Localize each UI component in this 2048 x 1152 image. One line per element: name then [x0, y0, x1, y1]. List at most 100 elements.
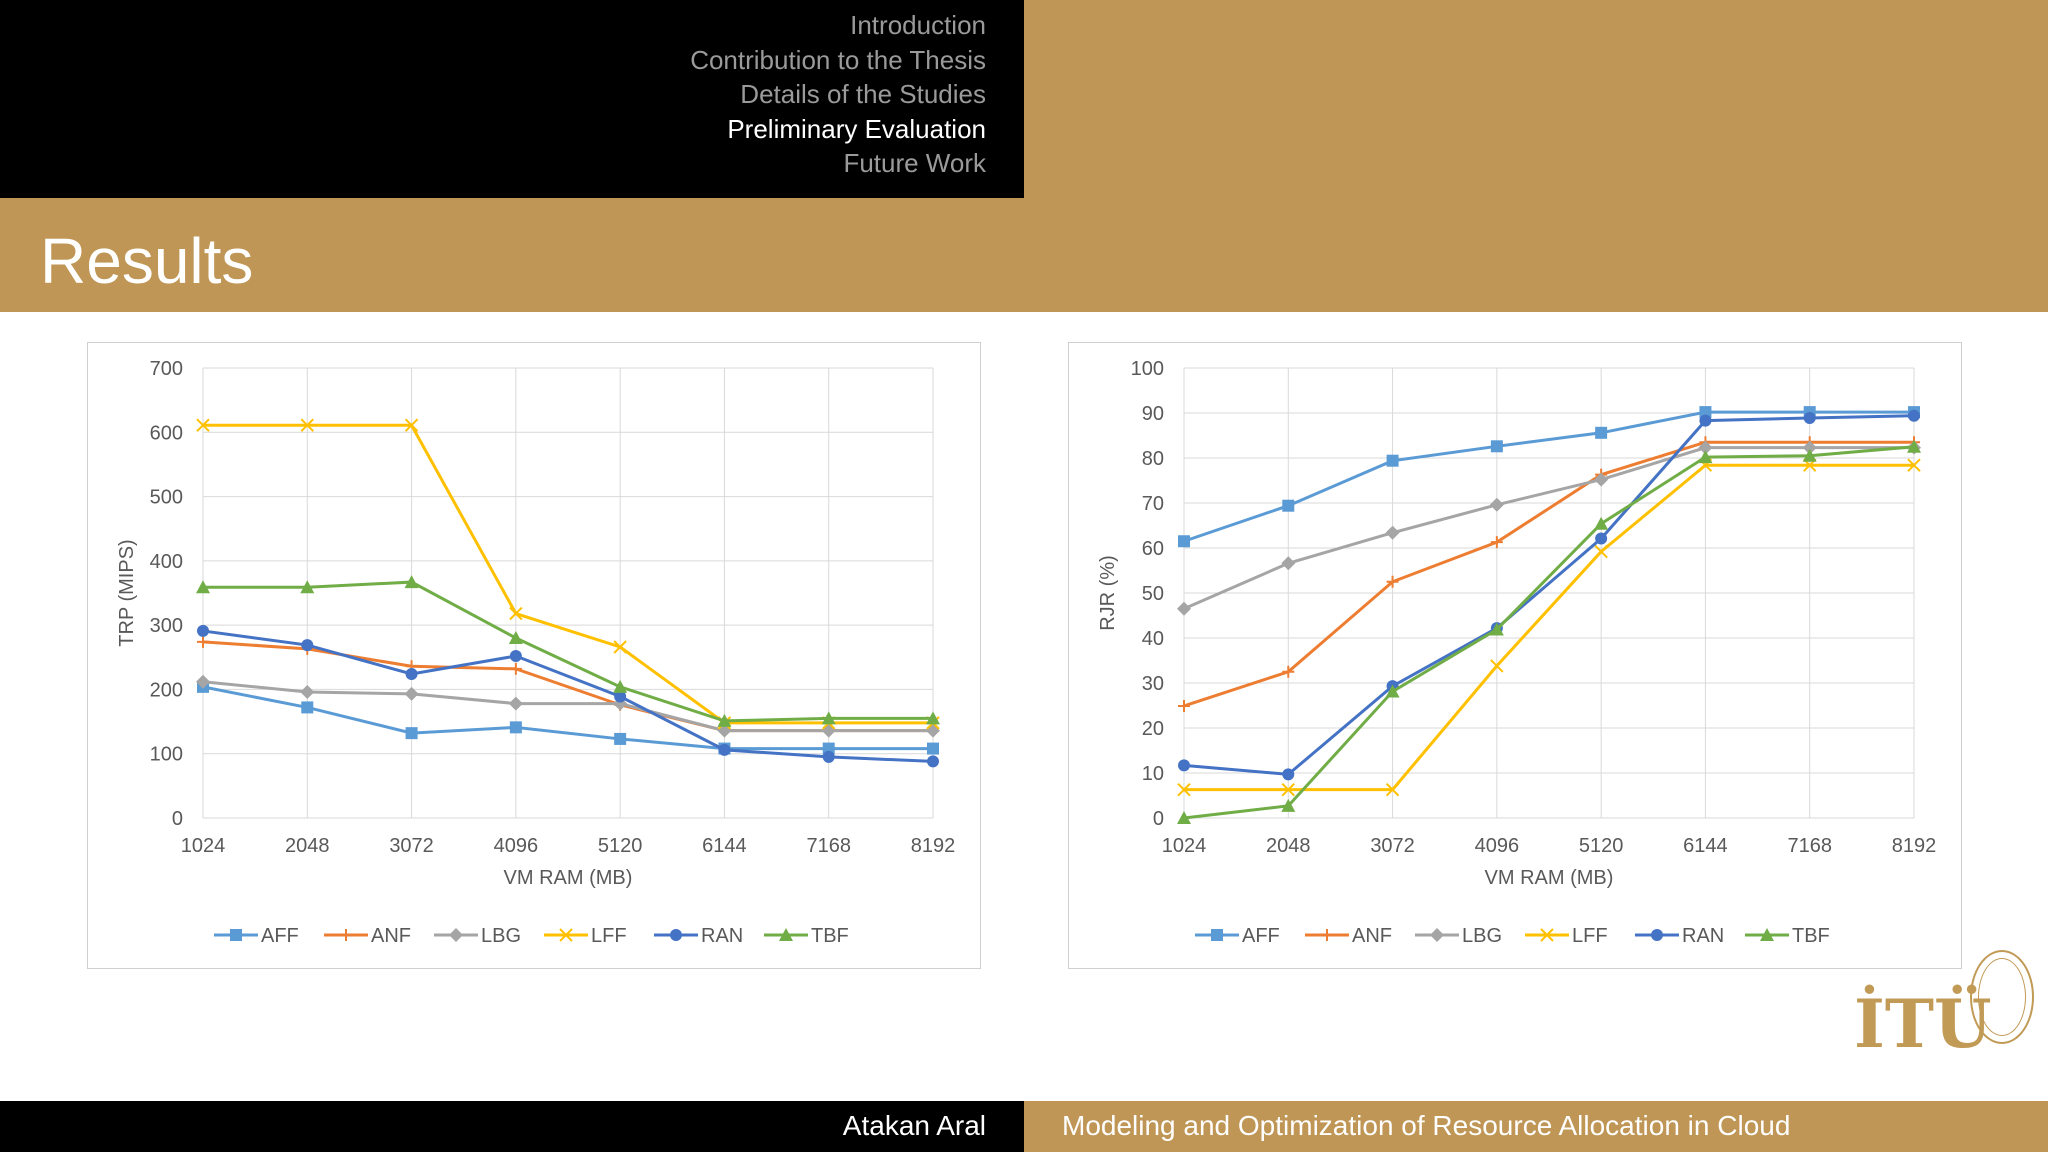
data-point — [1178, 759, 1190, 772]
data-point — [1178, 699, 1190, 712]
title-bar: Results — [0, 198, 2048, 312]
legend: AFF ANF LBG LFF RAN TBF — [1195, 925, 1830, 947]
nav-item-introduction[interactable]: Introduction — [850, 10, 986, 40]
series-anf — [1178, 436, 1920, 712]
series-tbf — [196, 575, 940, 727]
legend-marker — [1540, 928, 1554, 942]
footer-title-bar: Modeling and Optimization of Resource Al… — [1024, 1101, 2048, 1152]
y-tick-label: 100 — [1131, 358, 1164, 380]
data-point — [1699, 406, 1712, 419]
data-point — [1699, 414, 1712, 427]
legend-label: TBF — [811, 925, 849, 947]
legend-label: LBG — [481, 925, 521, 947]
data-point — [1385, 684, 1400, 698]
x-tick-label: 6144 — [1683, 835, 1728, 857]
data-point — [197, 624, 209, 637]
data-point — [1385, 525, 1400, 540]
y-tick-label: 70 — [1142, 493, 1164, 515]
data-point — [1907, 439, 1921, 453]
legend-label: ANF — [371, 925, 411, 947]
itu-logo: İTÜ — [1850, 945, 2040, 1063]
x-tick-label: 1024 — [181, 835, 226, 857]
series-line — [1183, 440, 1914, 708]
data-point — [717, 723, 732, 738]
data-point — [1489, 622, 1504, 636]
data-point — [1594, 516, 1609, 530]
series-ran — [197, 624, 939, 768]
data-point — [1282, 768, 1295, 781]
y-tick-label: 40 — [1142, 628, 1164, 650]
x-tick-label: 1024 — [1162, 835, 1207, 857]
data-point — [1386, 454, 1399, 467]
data-point — [196, 674, 210, 689]
series-line — [1183, 414, 1915, 776]
data-point — [1908, 409, 1920, 422]
legend-label: RAN — [701, 925, 743, 947]
logo-wordmark: İTÜ — [1854, 985, 1992, 1063]
nav-panel: Introduction Contribution to the Thesis … — [0, 0, 1024, 198]
x-tick-label: 4096 — [494, 835, 539, 857]
section-nav: Introduction Contribution to the Thesis … — [690, 8, 986, 181]
data-point — [1802, 440, 1817, 455]
chart-trp-svg: 0 100 200 300 400 500 600 700 1024 2048 3072 4096 51… — [116, 358, 956, 947]
series-lff — [1177, 458, 1921, 797]
data-point — [508, 631, 523, 644]
y-tick-label: 0 — [172, 808, 183, 830]
data-point — [613, 696, 628, 711]
data-point — [613, 679, 628, 693]
data-point — [1385, 782, 1400, 797]
y-tick-label: 500 — [150, 487, 183, 509]
legend-label: LFF — [1572, 925, 1608, 947]
legend-marker — [1430, 928, 1444, 942]
legend: AFF ANF LBG LFF RAN TBF — [214, 925, 849, 947]
data-point — [509, 606, 523, 621]
data-point — [822, 750, 835, 763]
data-point — [718, 743, 731, 756]
data-point — [404, 575, 419, 589]
legend-marker — [230, 929, 242, 941]
data-point — [1595, 532, 1608, 545]
data-point — [1490, 536, 1503, 549]
x-tick-label: 3072 — [389, 835, 434, 857]
nav-item-preliminary-evaluation[interactable]: Preliminary Evaluation — [727, 113, 986, 144]
x-tick-label: 8192 — [1892, 835, 1937, 857]
data-point — [821, 723, 836, 738]
legend-marker — [340, 929, 352, 941]
y-axis-label: TRP (MIPS) — [116, 539, 138, 646]
data-point — [405, 668, 418, 680]
nav-item-contribution[interactable]: Contribution to the Thesis — [690, 44, 986, 75]
data-point — [196, 418, 210, 432]
x-tick-label: 8192 — [911, 835, 956, 857]
gridlines — [1183, 367, 1915, 819]
y-axis-label: RJR (%) — [1097, 555, 1119, 631]
data-point — [613, 640, 627, 654]
data-point — [1490, 659, 1504, 673]
data-point — [509, 662, 522, 675]
data-point — [1802, 448, 1817, 462]
data-point — [926, 711, 940, 725]
header-gold-band — [1024, 0, 2048, 198]
nav-item-future-work[interactable]: Future Work — [843, 148, 986, 178]
data-point — [1594, 544, 1608, 559]
series-line — [1184, 463, 1914, 792]
series-line — [202, 629, 934, 763]
data-point — [1282, 665, 1295, 678]
y-tick-label: 50 — [1142, 583, 1164, 605]
university-seal-icon — [1970, 950, 2034, 1044]
data-point — [1178, 535, 1190, 548]
data-point — [404, 418, 419, 432]
data-point — [926, 723, 940, 738]
data-point — [509, 721, 522, 734]
y-tick-label: 400 — [150, 551, 183, 573]
series-line — [1183, 446, 1914, 611]
data-point — [1595, 426, 1608, 439]
y-tick-label: 30 — [1142, 673, 1164, 695]
legend-label: AFF — [261, 925, 299, 947]
data-point — [1281, 782, 1295, 797]
legend-marker — [779, 928, 793, 941]
legend-marker — [449, 928, 463, 942]
x-tick-label: 7168 — [806, 835, 851, 857]
y-tick-label: 100 — [150, 744, 183, 766]
nav-item-details[interactable]: Details of the Studies — [740, 79, 986, 109]
legend-label: LBG — [1462, 925, 1502, 947]
